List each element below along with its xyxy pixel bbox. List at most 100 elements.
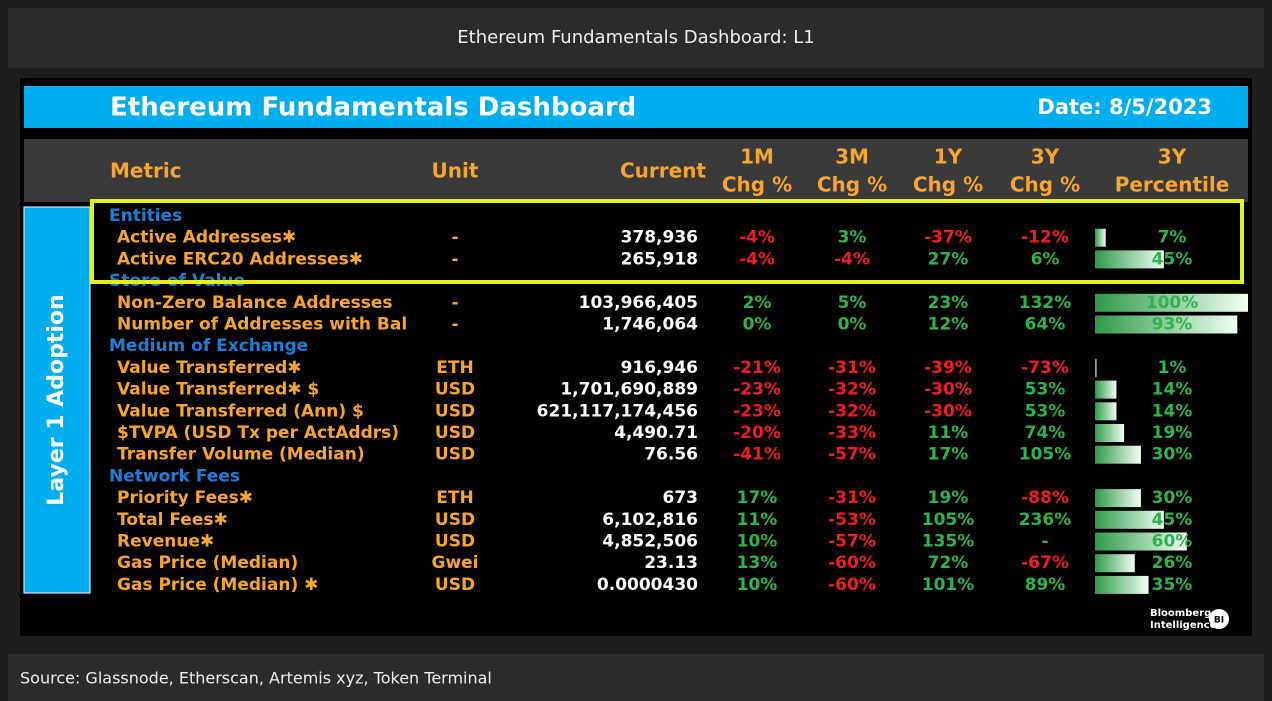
change: 17%: [928, 445, 969, 465]
column-header: 1Y: [934, 145, 963, 169]
section-label: Medium of Exchange: [109, 336, 308, 356]
current: 6,102,816: [602, 510, 698, 530]
change: 6%: [1031, 249, 1060, 269]
unit: USD: [435, 380, 475, 400]
column-header: Percentile: [1115, 173, 1230, 197]
change: 53%: [1025, 380, 1066, 400]
window-title: Ethereum Fundamentals Dashboard: L1: [457, 27, 814, 48]
metric: $TVPA (USD Tx per ActAddrs): [117, 423, 399, 443]
metric: Value Transferred (Ann) $: [117, 401, 364, 421]
change: -37%: [924, 228, 972, 248]
percentile-label: 14%: [1152, 380, 1193, 400]
column-header: Chg %: [913, 173, 983, 197]
column-header: Current: [620, 159, 706, 183]
percentile-bar: [1095, 554, 1135, 573]
current: 621,117,174,456: [537, 401, 698, 421]
change: -30%: [924, 401, 972, 421]
change: 72%: [928, 553, 969, 573]
current: 1,746,064: [602, 315, 698, 335]
percentile-bar: [1095, 250, 1164, 269]
unit: USD: [435, 510, 475, 530]
change: -23%: [733, 380, 781, 400]
percentile-bar: [1095, 424, 1125, 442]
percentile-label: 1%: [1158, 358, 1187, 378]
change: 0%: [838, 315, 867, 335]
title-bar: [8, 8, 1264, 68]
change: 105%: [922, 510, 975, 530]
change: -4%: [834, 249, 870, 269]
current: 4,852,506: [602, 532, 698, 552]
change: -33%: [828, 423, 876, 443]
percentile-label: 30%: [1152, 445, 1193, 465]
change: 0%: [743, 315, 772, 335]
change: 17%: [737, 488, 778, 508]
percentile-label: 19%: [1152, 423, 1193, 443]
percentile-label: 100%: [1146, 293, 1199, 313]
change: 2%: [743, 293, 772, 313]
current: 916,946: [621, 358, 698, 378]
metric: Value Transferred✱: [117, 358, 302, 378]
change: -31%: [828, 358, 876, 378]
change: 11%: [737, 510, 778, 530]
metric: Gas Price (Median) ✱: [117, 575, 318, 595]
column-header: Chg %: [1010, 173, 1080, 197]
column-header: Metric: [110, 159, 182, 183]
percentile-bar: [1095, 510, 1164, 529]
table: Metric Unit Current 1M Chg % 3M Chg % 1Y Chg % 3Y…: [109, 145, 1248, 595]
current: 378,936: [621, 228, 698, 248]
change: 11%: [928, 423, 969, 443]
current: 1,701,690,889: [560, 380, 698, 400]
unit: USD: [435, 445, 475, 465]
side-label: Layer 1 Adoption: [44, 294, 69, 505]
percentile-label: 7%: [1158, 228, 1187, 248]
percentile-bar: [1095, 402, 1117, 421]
percentile-bar: [1095, 315, 1238, 334]
change: -4%: [739, 228, 775, 248]
unit: -: [451, 293, 458, 313]
change: 12%: [928, 315, 969, 335]
metric: Gas Price (Median): [117, 553, 298, 573]
column-header: 3Y: [1031, 145, 1060, 169]
banner-date: Date: 8/5/2023: [1037, 95, 1212, 119]
unit: USD: [435, 423, 475, 443]
change: 10%: [737, 575, 778, 595]
change: 105%: [1019, 445, 1072, 465]
unit: USD: [435, 532, 475, 552]
percentile-bar: [1095, 532, 1187, 551]
change: -32%: [828, 380, 876, 400]
metric: Transfer Volume (Median): [117, 445, 365, 465]
percentile-bar: [1095, 575, 1149, 594]
banner-title: Ethereum Fundamentals Dashboard: [110, 93, 636, 123]
unit: ETH: [436, 488, 473, 508]
change: -4%: [739, 249, 775, 269]
percentile-label: 30%: [1152, 488, 1193, 508]
change: -12%: [1021, 228, 1069, 248]
highlight-box: [90, 199, 1244, 284]
metric: Active Addresses✱: [117, 228, 296, 248]
logo-badge: BI: [1214, 616, 1224, 626]
percentile-label: 93%: [1152, 315, 1193, 335]
percentile-bar: [1095, 489, 1141, 508]
unit: ETH: [436, 358, 473, 378]
unit: Gwei: [431, 553, 478, 573]
change: -20%: [733, 423, 781, 443]
change: -60%: [828, 575, 876, 595]
percentile-label: 35%: [1152, 575, 1193, 595]
current: 0.0000430: [597, 575, 698, 595]
change: 5%: [838, 293, 867, 313]
change: -57%: [828, 445, 876, 465]
current: 76.56: [644, 445, 698, 465]
percentile-label: 45%: [1152, 510, 1193, 530]
change: -32%: [828, 401, 876, 421]
change: 10%: [737, 532, 778, 552]
change: -67%: [1021, 553, 1069, 573]
unit: -: [451, 249, 458, 269]
change: -88%: [1021, 488, 1069, 508]
percentile-label: 26%: [1152, 553, 1193, 573]
logo-text: Bloomberg: [1150, 608, 1211, 619]
change: 19%: [928, 488, 969, 508]
column-header: Chg %: [817, 173, 887, 197]
percentile-bar: [1095, 358, 1097, 377]
change: -21%: [733, 358, 781, 378]
